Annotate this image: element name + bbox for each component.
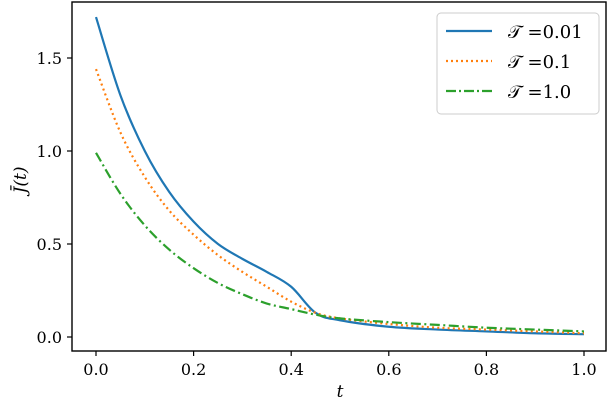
legend: 𝒯 =0.01 𝒯 =0.1 𝒯 =1.0 xyxy=(436,12,600,115)
y-axis-label: J̄(t) xyxy=(9,167,31,197)
x-tick-label: 0.6 xyxy=(376,360,401,379)
y-tick-label: 0.0 xyxy=(37,328,62,347)
legend-label-2: 𝒯 =1.0 xyxy=(508,82,571,103)
series-layer xyxy=(94,16,585,336)
y-axis-ticks: 0.0 0.5 1.0 1.5 xyxy=(37,49,72,347)
series-line-1 xyxy=(94,68,585,335)
x-axis-ticks: 0.0 0.2 0.4 0.6 0.8 1.0 xyxy=(83,351,597,379)
legend-label-1: 𝒯 =0.1 xyxy=(508,52,571,73)
y-tick-label: 1.0 xyxy=(37,142,62,161)
x-tick-label: 0.0 xyxy=(83,360,108,379)
x-tick-label: 0.2 xyxy=(181,360,206,379)
x-tick-label: 0.8 xyxy=(474,360,499,379)
x-tick-label: 0.4 xyxy=(278,360,303,379)
x-axis-label: t xyxy=(337,382,344,402)
series-line-2 xyxy=(95,152,585,333)
legend-label-0: 𝒯 =0.01 xyxy=(508,22,583,43)
series-line-0 xyxy=(94,16,585,336)
y-tick-label: 1.5 xyxy=(37,49,62,68)
y-tick-label: 0.5 xyxy=(37,235,62,254)
plot-frame xyxy=(71,1,607,352)
x-tick-label: 1.0 xyxy=(571,360,596,379)
legend-box xyxy=(436,12,600,115)
